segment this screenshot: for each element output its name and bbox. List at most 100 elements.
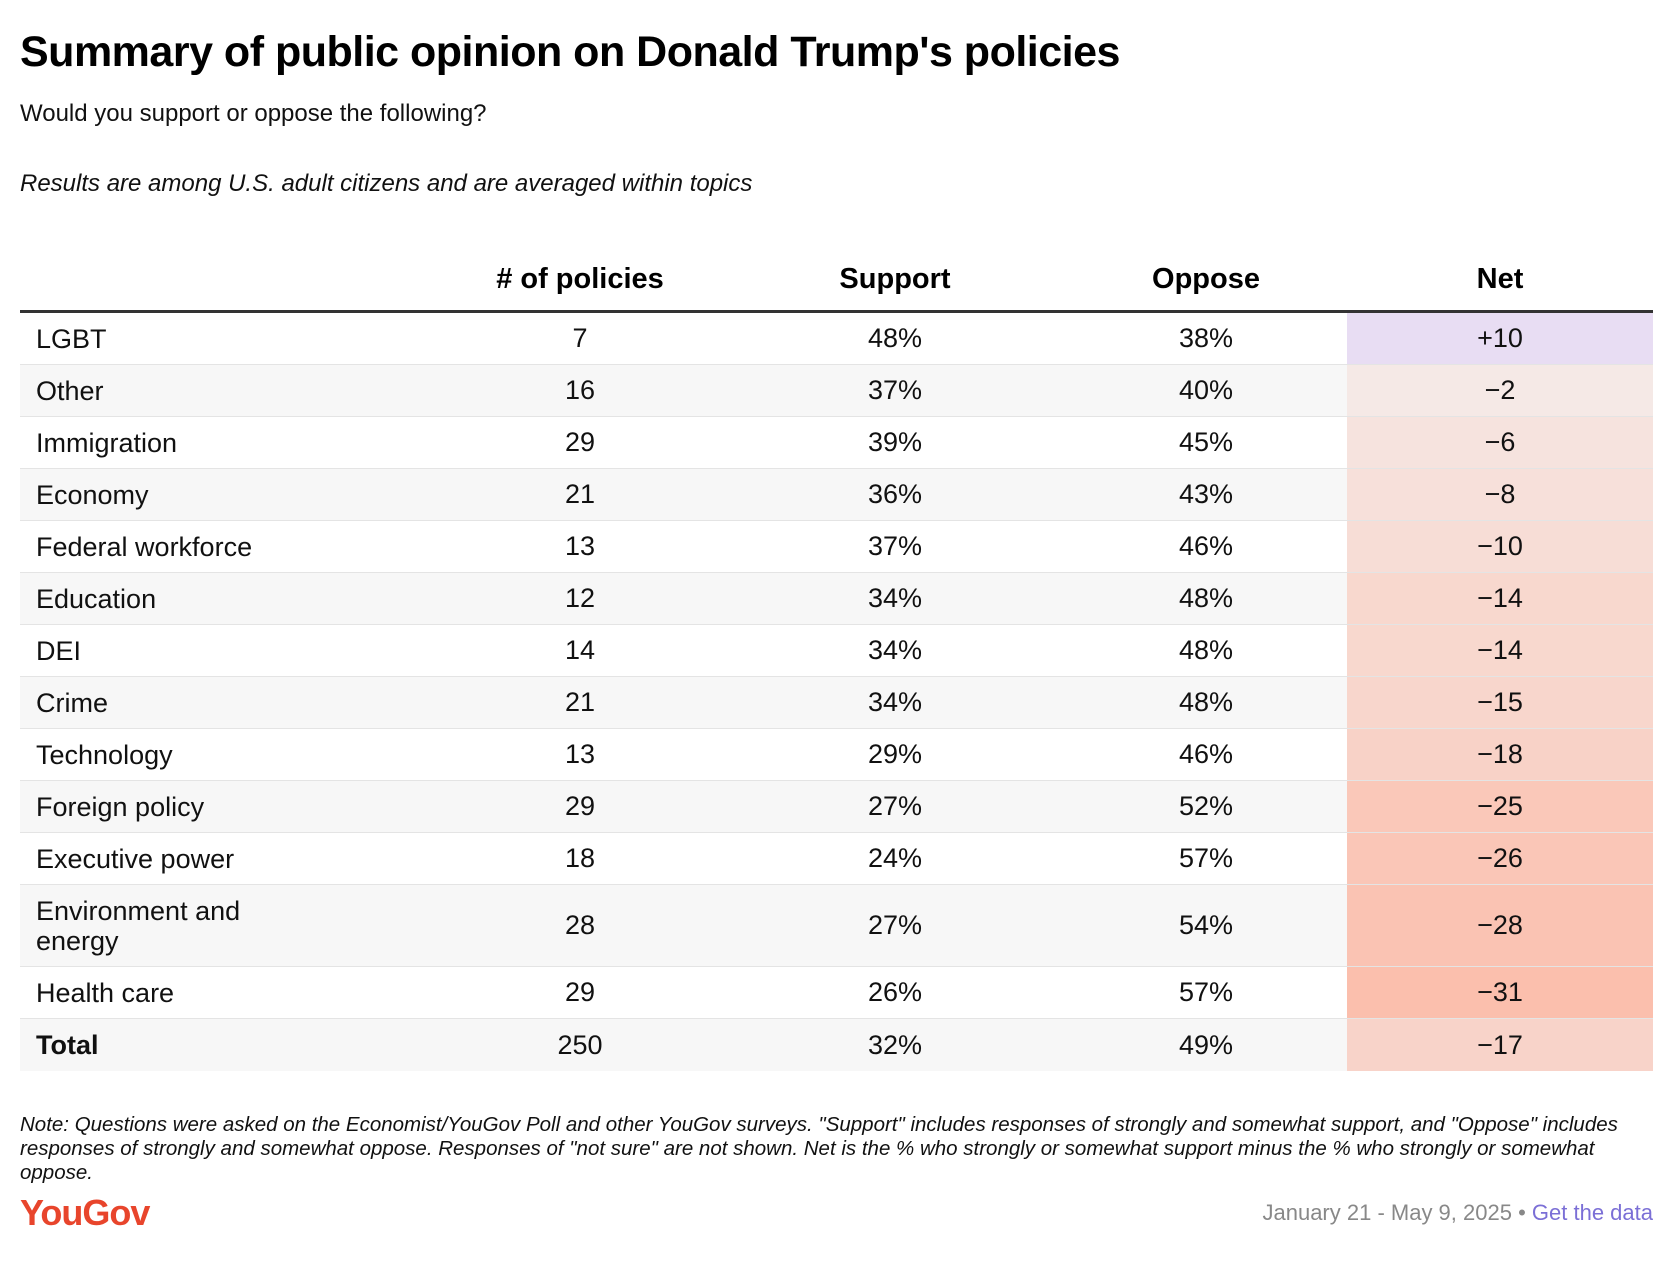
net-cell: −15 xyxy=(1347,676,1653,729)
policies-cell: 13 xyxy=(435,728,725,781)
table-row: Technology 13 29% 46% −18 xyxy=(20,728,1653,781)
oppose-cell: 46% xyxy=(1065,728,1347,781)
support-cell: 24% xyxy=(725,832,1065,885)
policies-cell: 14 xyxy=(435,624,725,677)
net-cell: −14 xyxy=(1347,624,1653,677)
net-cell: −6 xyxy=(1347,416,1653,469)
topic-cell: Other xyxy=(20,364,435,417)
header-row: # of policies Support Oppose Net xyxy=(20,248,1653,313)
oppose-cell: 48% xyxy=(1065,624,1347,677)
topic-cell: Health care xyxy=(20,966,435,1019)
footer-separator: • xyxy=(1511,1200,1532,1225)
topic-cell: Crime xyxy=(20,676,435,729)
net-cell: −2 xyxy=(1347,364,1653,417)
table-body: LGBT 7 48% 38% +10 Other 16 37% 40% −2 Immigration… xyxy=(20,311,1653,1071)
net-cell: −17 xyxy=(1347,1018,1653,1071)
oppose-cell: 49% xyxy=(1065,1018,1347,1071)
header-oppose: Oppose xyxy=(1065,248,1347,313)
topic-cell: LGBT xyxy=(20,311,435,365)
oppose-cell: 48% xyxy=(1065,572,1347,625)
oppose-cell: 57% xyxy=(1065,966,1347,1019)
header-support: Support xyxy=(725,248,1065,313)
net-cell: −28 xyxy=(1347,884,1653,967)
oppose-cell: 57% xyxy=(1065,832,1347,885)
opinion-table: # of policies Support Oppose Net LGBT 7 48… xyxy=(20,248,1653,1071)
header-net: Net xyxy=(1347,248,1653,313)
support-cell: 37% xyxy=(725,364,1065,417)
net-cell: −14 xyxy=(1347,572,1653,625)
support-cell: 34% xyxy=(725,676,1065,729)
table-row: Health care 29 26% 57% −31 xyxy=(20,966,1653,1019)
chart-subtitle: Would you support or oppose the followin… xyxy=(20,100,487,127)
chart-caption: Results are among U.S. adult citizens an… xyxy=(20,170,753,197)
support-cell: 36% xyxy=(725,468,1065,521)
table-row: Immigration 29 39% 45% −6 xyxy=(20,416,1653,469)
policies-cell: 12 xyxy=(435,572,725,625)
table-row: Federal workforce 13 37% 46% −10 xyxy=(20,520,1653,573)
oppose-cell: 43% xyxy=(1065,468,1347,521)
support-cell: 48% xyxy=(725,311,1065,365)
net-cell: −25 xyxy=(1347,780,1653,833)
policies-cell: 18 xyxy=(435,832,725,885)
policies-cell: 21 xyxy=(435,676,725,729)
net-cell: −26 xyxy=(1347,832,1653,885)
oppose-cell: 52% xyxy=(1065,780,1347,833)
table-row: DEI 14 34% 48% −14 xyxy=(20,624,1653,677)
chart-title: Summary of public opinion on Donald Trum… xyxy=(20,28,1120,76)
topic-cell: Economy xyxy=(20,468,435,521)
header-topic xyxy=(20,248,435,313)
table-row: Environment and energy 28 27% 54% −28 xyxy=(20,884,1653,967)
topic-cell: Education xyxy=(20,572,435,625)
support-cell: 26% xyxy=(725,966,1065,1019)
support-cell: 32% xyxy=(725,1018,1065,1071)
yougov-logo: YouGov xyxy=(20,1192,150,1233)
support-cell: 37% xyxy=(725,520,1065,573)
policies-cell: 250 xyxy=(435,1018,725,1071)
header-policies: # of policies xyxy=(435,248,725,313)
policies-cell: 21 xyxy=(435,468,725,521)
oppose-cell: 38% xyxy=(1065,311,1347,365)
table-row: Economy 21 36% 43% −8 xyxy=(20,468,1653,521)
net-cell: −18 xyxy=(1347,728,1653,781)
total-row: Total 250 32% 49% −17 xyxy=(20,1018,1653,1071)
support-cell: 34% xyxy=(725,572,1065,625)
support-cell: 27% xyxy=(725,884,1065,967)
date-range: January 21 - May 9, 2025 xyxy=(1262,1200,1512,1225)
table-row: Executive power 18 24% 57% −26 xyxy=(20,832,1653,885)
oppose-cell: 40% xyxy=(1065,364,1347,417)
topic-cell: DEI xyxy=(20,624,435,677)
policies-cell: 7 xyxy=(435,311,725,365)
topic-cell: Federal workforce xyxy=(20,520,435,573)
oppose-cell: 54% xyxy=(1065,884,1347,967)
oppose-cell: 45% xyxy=(1065,416,1347,469)
topic-cell: Executive power xyxy=(20,832,435,885)
table-row: Other 16 37% 40% −2 xyxy=(20,364,1653,417)
topic-cell: Foreign policy xyxy=(20,780,435,833)
topic-cell: Immigration xyxy=(20,416,435,469)
support-cell: 39% xyxy=(725,416,1065,469)
support-cell: 27% xyxy=(725,780,1065,833)
policies-cell: 13 xyxy=(435,520,725,573)
net-cell: −8 xyxy=(1347,468,1653,521)
support-cell: 29% xyxy=(725,728,1065,781)
net-cell: −31 xyxy=(1347,966,1653,1019)
footnote: Note: Questions were asked on the Econom… xyxy=(20,1113,1618,1184)
policies-cell: 29 xyxy=(435,416,725,469)
topic-cell: Environment and energy xyxy=(20,884,435,967)
policies-cell: 28 xyxy=(435,884,725,967)
support-cell: 34% xyxy=(725,624,1065,677)
policies-cell: 29 xyxy=(435,966,725,1019)
get-the-data-link[interactable]: Get the data xyxy=(1531,1200,1653,1225)
topic-cell: Total xyxy=(20,1018,435,1071)
policies-cell: 16 xyxy=(435,364,725,417)
footer-meta: January 21 - May 9, 2025 • Get the data xyxy=(1262,1200,1653,1226)
table-row: Crime 21 34% 48% −15 xyxy=(20,676,1653,729)
oppose-cell: 46% xyxy=(1065,520,1347,573)
topic-cell: Technology xyxy=(20,728,435,781)
policies-cell: 29 xyxy=(435,780,725,833)
net-cell: −10 xyxy=(1347,520,1653,573)
table-row: Education 12 34% 48% −14 xyxy=(20,572,1653,625)
table-row: Foreign policy 29 27% 52% −25 xyxy=(20,780,1653,833)
oppose-cell: 48% xyxy=(1065,676,1347,729)
net-cell: +10 xyxy=(1347,311,1653,365)
